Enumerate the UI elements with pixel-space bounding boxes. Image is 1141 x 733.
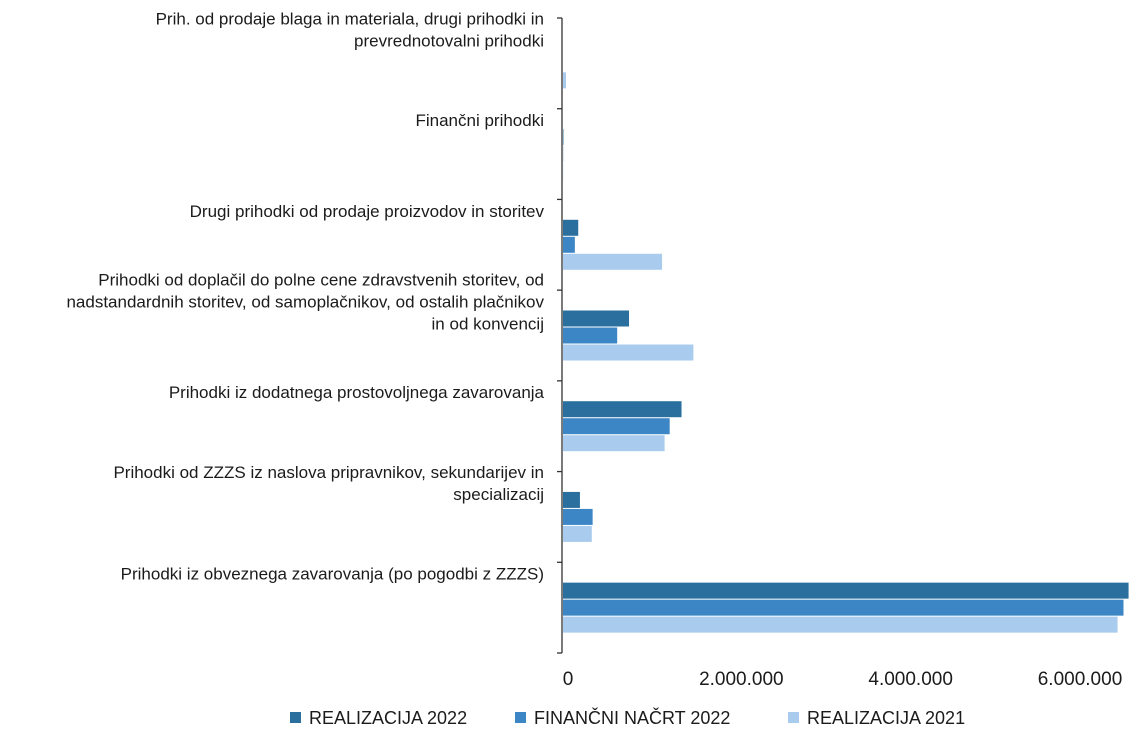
category-label: Prihodki od doplačil do polne cene zdrav… bbox=[66, 271, 544, 334]
category-label-line: Prihodki od ZZZS iz naslova pripravnikov… bbox=[113, 463, 544, 482]
x-tick-labels-group: 0 2.000.000 4.000.000 6.000.000 bbox=[563, 669, 1123, 690]
category-label-line: prevrednotovalni prihodki bbox=[354, 31, 544, 50]
bar-2-cat-1 bbox=[563, 599, 1124, 616]
axis-group bbox=[557, 17, 563, 654]
category-label: Finančni prihodki bbox=[415, 111, 544, 130]
bars-group bbox=[563, 72, 1129, 633]
category-label-line: in od konvencij bbox=[432, 315, 544, 334]
legend-label: FINANČNI NAČRT 2022 bbox=[534, 707, 730, 728]
bar-2-cat-3 bbox=[563, 418, 670, 435]
bar-1-cat-2 bbox=[563, 491, 580, 508]
x-tick-label: 4.000.000 bbox=[868, 669, 953, 690]
bar-3-cat-5 bbox=[563, 253, 663, 270]
bar-2-cat-4 bbox=[563, 327, 618, 344]
category-labels-group: Prihodki iz obveznega zavarovanja (po po… bbox=[66, 9, 544, 583]
legend-label: REALIZACIJA 2021 bbox=[807, 708, 965, 728]
bar-1-cat-1 bbox=[563, 582, 1129, 599]
legend-swatch bbox=[788, 712, 799, 723]
x-tick-label: 0 bbox=[563, 669, 574, 690]
category-label-line: Drugi prihodki od prodaje proizvodov in … bbox=[190, 202, 545, 221]
bar-1-cat-3 bbox=[563, 401, 682, 418]
bar-3-cat-1 bbox=[563, 616, 1118, 633]
category-label: Drugi prihodki od prodaje proizvodov in … bbox=[190, 202, 545, 221]
category-label: Prih. od prodaje blaga in materiala, dru… bbox=[156, 9, 544, 50]
category-label: Prihodki od ZZZS iz naslova pripravnikov… bbox=[113, 463, 544, 504]
category-label-line: Finančni prihodki bbox=[415, 111, 544, 130]
category-label: Prihodki iz dodatnega prostovoljnega zav… bbox=[169, 383, 545, 402]
bar-3-cat-3 bbox=[563, 435, 665, 452]
category-label-line: Prih. od prodaje blaga in materiala, dru… bbox=[156, 9, 544, 28]
legend-swatch bbox=[290, 712, 301, 723]
bar-3-cat-2 bbox=[563, 525, 592, 542]
bar-2-cat-2 bbox=[563, 508, 593, 525]
category-label-line: specializacij bbox=[453, 485, 544, 504]
bar-3-cat-7 bbox=[563, 72, 566, 89]
legend-swatch bbox=[515, 712, 526, 723]
category-label-line: nadstandardnih storitev, od samoplačniko… bbox=[66, 293, 544, 312]
bar-2-cat-5 bbox=[563, 236, 575, 253]
category-label-line: Prihodki od doplačil do polne cene zdrav… bbox=[98, 271, 544, 290]
bar-1-cat-5 bbox=[563, 219, 579, 236]
bar-1-cat-4 bbox=[563, 310, 630, 327]
category-label-line: Prihodki iz obveznega zavarovanja (po po… bbox=[121, 565, 544, 584]
category-label: Prihodki iz obveznega zavarovanja (po po… bbox=[121, 565, 544, 584]
bar-3-cat-4 bbox=[563, 344, 694, 361]
x-tick-label: 2.000.000 bbox=[699, 669, 784, 690]
category-label-line: Prihodki iz dodatnega prostovoljnega zav… bbox=[169, 383, 545, 402]
legend-label: REALIZACIJA 2022 bbox=[309, 708, 467, 728]
legend: REALIZACIJA 2022 FINANČNI NAČRT 2022 REALI… bbox=[290, 707, 965, 728]
x-tick-label: 6.000.000 bbox=[1038, 669, 1123, 690]
